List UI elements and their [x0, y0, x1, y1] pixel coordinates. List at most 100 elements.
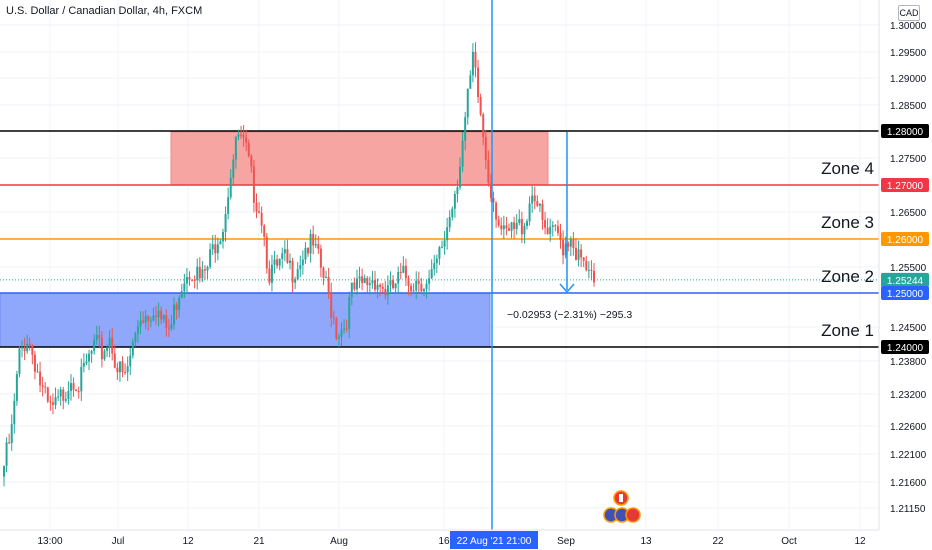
candle-body: [464, 117, 467, 141]
time-axis[interactable]: 13:00 Jul 12 21 Aug 16 Sep 13 22 Oct 12 22 Aug '21 …: [0, 529, 932, 550]
candle-body: [116, 367, 119, 373]
candle-body: [402, 265, 405, 273]
candle-body: [33, 354, 36, 372]
zone-label: Zone 3: [821, 213, 874, 232]
candle-body: [139, 320, 142, 327]
candle-body: [330, 292, 333, 318]
candle-body: [580, 249, 583, 258]
candle-body: [131, 341, 134, 356]
candle-body: [479, 97, 482, 115]
measure-arrowhead: [559, 283, 575, 294]
x-tick-label: 12: [854, 536, 866, 547]
candle-body: [152, 315, 155, 321]
candle-body: [234, 136, 237, 160]
currency-badge[interactable]: CAD: [898, 5, 920, 21]
candle-body: [469, 75, 472, 89]
y-tick-label: 1.21150: [890, 504, 926, 515]
candle-body: [487, 159, 490, 183]
candle-body: [562, 239, 565, 256]
y-tick-label: 1.22600: [890, 422, 927, 433]
candle-body: [258, 211, 261, 213]
candle-body: [394, 283, 397, 289]
candle-body: [502, 225, 505, 230]
candle-body: [407, 278, 410, 286]
us-flag-icon[interactable]: [625, 507, 641, 523]
candle-body: [175, 304, 178, 311]
candle-body: [371, 280, 374, 284]
candle-body: [144, 316, 147, 323]
candle-body: [459, 166, 462, 188]
candle-body: [484, 137, 487, 160]
candle-body: [520, 219, 523, 235]
candle-body: [536, 201, 539, 206]
candle-body: [453, 194, 456, 209]
candle-body: [381, 286, 384, 289]
candle-body: [111, 337, 114, 354]
candle-body: [358, 276, 361, 279]
candle-body: [355, 278, 358, 290]
candle-body: [191, 279, 194, 281]
candle-body: [551, 225, 554, 227]
candle-body: [72, 383, 75, 390]
candle-body: [124, 371, 127, 373]
candle-body: [474, 51, 477, 68]
candle-body: [46, 387, 49, 402]
candle-body: [497, 219, 500, 226]
candle-body: [500, 225, 503, 230]
candle-body: [582, 257, 585, 261]
candle-body: [178, 297, 181, 311]
support-zone-box[interactable]: [0, 292, 491, 348]
candle-body: [366, 277, 369, 286]
candle-body: [121, 361, 124, 372]
price-axis[interactable]: 1.30000 1.29500 1.29000 1.28500 1.27500 1.265…: [878, 0, 932, 530]
candle-body: [564, 243, 567, 256]
candle-body: [299, 265, 302, 270]
level-lines: [0, 130, 879, 348]
candle-body: [538, 203, 541, 206]
candle-body: [173, 304, 176, 325]
candle-body: [240, 134, 243, 136]
candle-body: [198, 266, 201, 279]
y-tick-label: 1.21600: [890, 478, 927, 489]
candle-body: [433, 263, 436, 270]
candle-body: [343, 328, 346, 330]
y-tick-label: 1.28500: [890, 101, 927, 112]
candle-body: [278, 258, 281, 266]
crosshair-time-label: 22 Aug '21 21:00: [457, 536, 532, 547]
candle-body: [410, 285, 413, 292]
candle-body: [88, 353, 91, 362]
candle-body: [397, 272, 400, 284]
price-label: 1.27000: [887, 181, 924, 192]
chart-grid: [0, 0, 879, 530]
candle-body: [276, 259, 279, 266]
candle-body: [585, 260, 588, 271]
candle-body: [3, 465, 5, 477]
candle-body: [544, 220, 547, 228]
candle-body: [106, 347, 109, 351]
y-tick-label: 1.30000: [890, 21, 927, 32]
candle-body: [69, 383, 72, 391]
candle-body: [340, 329, 343, 337]
candle-body: [518, 219, 521, 224]
chart-title: U.S. Dollar / Canadian Dollar, 4h, FXCM: [6, 5, 203, 17]
candle-body: [214, 244, 217, 254]
candle-body: [554, 225, 557, 227]
candle-body: [587, 269, 590, 271]
candle-body: [255, 202, 258, 212]
candle-body: [471, 51, 474, 76]
candle-body: [389, 279, 392, 286]
candle-body: [417, 280, 420, 284]
candle-body: [134, 333, 137, 342]
price-label-badge: [881, 286, 929, 300]
zone-label: Zone 4: [821, 159, 874, 178]
candle-body: [221, 231, 224, 242]
y-tick-label: 1.26500: [890, 208, 927, 219]
candle-body: [451, 208, 454, 218]
candle-body: [18, 348, 21, 375]
candle-body: [216, 244, 219, 254]
candle-body: [196, 266, 199, 281]
candle-body: [420, 283, 423, 292]
x-tick-label: 22: [712, 536, 724, 547]
price-label: 1.25244: [887, 276, 924, 287]
